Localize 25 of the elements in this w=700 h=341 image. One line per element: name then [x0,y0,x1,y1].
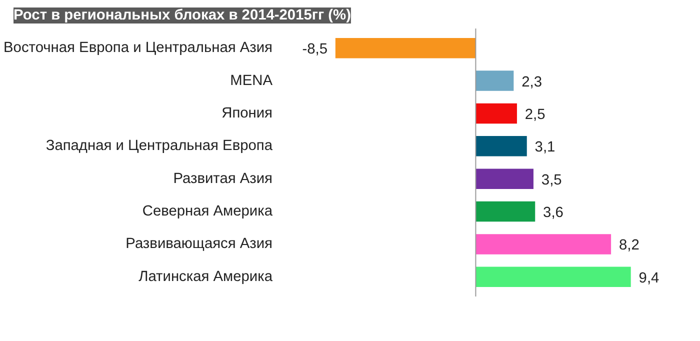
bar [476,234,612,254]
bar [476,70,514,91]
y-tick-label: MENA [230,72,273,89]
y-tick-label: Восточная Европа и Центральная Азия [4,40,273,56]
data-label: 2,3 [522,74,542,90]
data-label: -8,5 [302,42,328,58]
y-tick-label: Развивающаяся Азия [126,236,273,252]
data-label: 8,2 [618,238,640,254]
bar [476,266,631,288]
data-label: 3,6 [543,205,564,222]
text: Рост в региональных блоках в 2014-2015гг (%) [14,8,352,24]
bar [476,103,517,124]
y-tick-label: Япония [222,105,272,122]
bar [476,136,527,156]
data-label: 3,1 [534,140,556,156]
y-tick-label: Северная Америка [142,204,274,220]
y-tick-label: Развитая Азия [173,170,272,187]
y-tick-label: Западная и Центральная Европа [46,138,274,154]
data-label: 3,5 [541,172,562,188]
bar [335,38,476,58]
data-label: 2,5 [524,106,546,123]
bar [476,168,534,189]
y-tick-label: Латинская Америка [138,268,274,285]
bar [476,201,536,222]
data-label: 9,4 [638,270,660,286]
